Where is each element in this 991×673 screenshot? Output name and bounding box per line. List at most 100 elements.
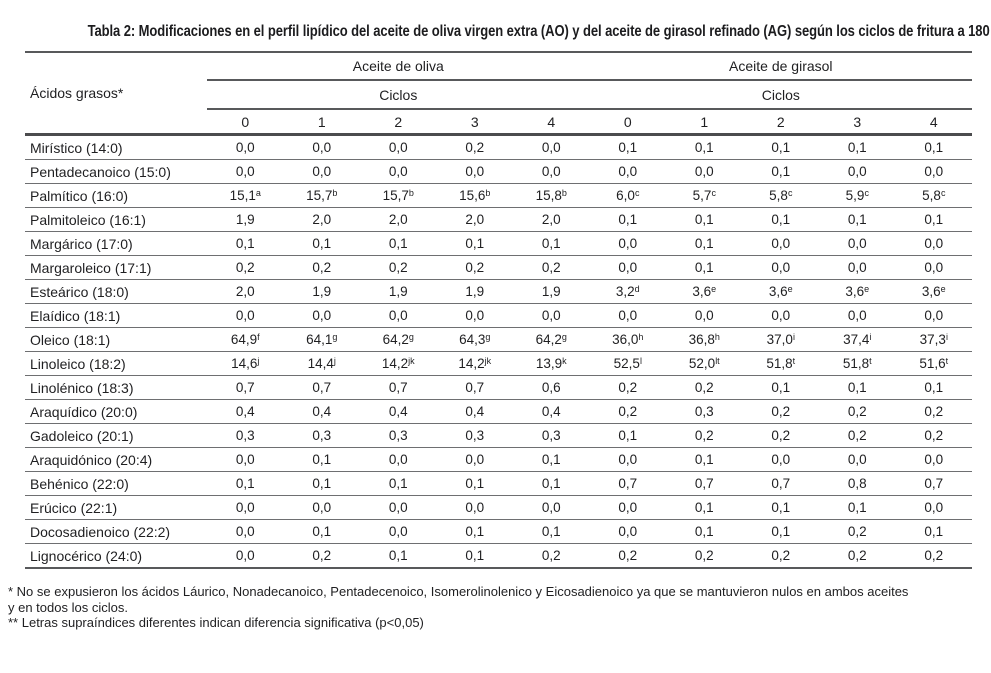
oil-group-header-oliva: Aceite de oliva: [207, 52, 590, 81]
table-row: Linolénico (18:3) 0,7 0,7 0,7 0,7 0,6 0,2 0,2 0,…: [25, 375, 973, 400]
table-cell: 15,1a: [207, 183, 284, 208]
table-cell: 0,7: [589, 471, 667, 496]
row-label: Palmitoleico (16:1): [25, 207, 207, 232]
table-cell: 0,7: [360, 375, 437, 400]
table-cell: 0,3: [666, 399, 743, 424]
table-cell: 37,4i: [819, 327, 896, 352]
table-cell: 0,0: [589, 159, 667, 184]
cycle-number-header: 0: [589, 109, 667, 136]
table-cell: 2,0: [360, 207, 437, 232]
table-cell: 0,0: [283, 134, 360, 160]
cycle-number-header: 4: [895, 109, 973, 136]
table-cell: 0,2: [895, 423, 973, 448]
table-cell: 1,9: [513, 279, 590, 304]
oil-group-header-row: Ácidos grasos* Aceite de oliva Aceite de…: [25, 52, 973, 136]
cycle-number-header: 1: [283, 109, 360, 136]
table-cell: 0,1: [666, 134, 743, 160]
table-cell: 64,2g: [360, 327, 437, 352]
cycle-number-header: 1: [666, 109, 743, 136]
table-cell: 0,0: [895, 447, 973, 472]
table-cell: 0,1: [589, 207, 667, 232]
table-cell: 0,3: [436, 423, 513, 448]
table-cell: 0,0: [666, 159, 743, 184]
table-cell: 0,1: [895, 134, 973, 160]
table-cell: 0,0: [895, 495, 973, 520]
table-cell: 15,6b: [436, 183, 513, 208]
table-cell: 0,0: [235, 548, 255, 563]
table-cell: 0,0: [819, 231, 896, 256]
table-cell: 0,0: [436, 495, 513, 520]
table-cell: 0,7: [436, 375, 513, 400]
table-cell: 0,0: [207, 134, 284, 160]
table-cell: 0,0: [360, 519, 437, 544]
table-cell: 0,0: [360, 303, 437, 328]
lipid-profile-table: Ácidos grasos* Aceite de oliva Aceite de…: [25, 51, 973, 569]
table-cell: 52,0lt: [666, 351, 743, 376]
table-row: Margárico (17:0) 0,1 0,1 0,1 0,1 0,1 0,0 0,1 0,0…: [25, 231, 973, 256]
table-cell: 0,0: [895, 303, 973, 328]
table-cell: 0,1: [513, 471, 590, 496]
table-cell: 0,2: [436, 255, 513, 280]
table-cell: 0,1: [207, 471, 284, 496]
table-cell: 1,9: [436, 279, 513, 304]
row-label: Palmítico (16:0): [25, 183, 207, 208]
table-cell: 0,2: [541, 548, 561, 563]
table-cell: 0,1: [283, 231, 360, 256]
cycle-number-header: 2: [742, 109, 820, 136]
table-cell: 1,9: [283, 279, 360, 304]
table-cell: 37,0i: [742, 327, 820, 352]
table-cell: 0,7: [283, 375, 360, 400]
table-cell: 0,0: [742, 231, 820, 256]
table-cell: 0,1: [465, 548, 485, 563]
table-cell: 0,1: [742, 495, 820, 520]
table-cell: 0,4: [513, 399, 590, 424]
table-cell: 0,0: [742, 447, 820, 472]
table-cell: 0,2: [847, 548, 867, 563]
footnote-line: y en todos los ciclos.: [8, 599, 128, 615]
table-cell: 3,6e: [742, 279, 820, 304]
table-cell: 0,1: [742, 519, 820, 544]
table-cell: 0,2: [618, 548, 638, 563]
table-cell: 0,2: [666, 423, 743, 448]
row-label: Araquidónico (20:4): [25, 447, 207, 472]
row-label: Oleico (18:1): [25, 327, 207, 352]
row-label: Behénico (22:0): [25, 471, 207, 496]
table-cell: 0,1: [742, 134, 820, 160]
table-cell: 0,1: [436, 519, 513, 544]
table-cell: 3,6e: [895, 279, 973, 304]
table-cell: 52,5l: [589, 351, 667, 376]
table-cell: 0,0: [666, 303, 743, 328]
table-cell: 15,8b: [513, 183, 590, 208]
table-cell: 0,1: [360, 231, 437, 256]
row-label: Elaídico (18:1): [25, 303, 207, 328]
table-cell: 14,2jk: [436, 351, 513, 376]
table-cell: 0,2: [666, 375, 743, 400]
table-cell: 0,1: [436, 471, 513, 496]
table-cell: 6,0c: [589, 183, 667, 208]
table-cell: 0,1: [742, 159, 820, 184]
table-cell: 0,0: [360, 447, 437, 472]
table-cell: 0,2: [819, 519, 896, 544]
table-row: Pentadecanoico (15:0) 0,0 0,0 0,0 0,0 0,0 0,0 0…: [25, 159, 973, 184]
table-cell: 2,0: [207, 279, 284, 304]
table-cell: 0,2: [589, 375, 667, 400]
table-cell: 0,0: [360, 134, 437, 160]
table-cell: 0,4: [283, 399, 360, 424]
table-cell: 0,0: [742, 303, 820, 328]
table-cell: 2,0: [513, 207, 590, 232]
table-cell: 36,8h: [666, 327, 743, 352]
table-row: Esteárico (18:0) 2,0 1,9 1,9 1,9 1,9 3,2d 3,6e 3…: [25, 279, 973, 304]
table-body: Mirístico (14:0) 0,0 0,0 0,0 0,2 0,0 0,1 0,1 0,1…: [25, 134, 973, 569]
row-label: Margaroleico (17:1): [25, 255, 207, 280]
row-label: Araquídico (20:0): [25, 399, 207, 424]
table-cell: 0,2: [819, 399, 896, 424]
table-cell: 0,2: [312, 548, 332, 563]
cycle-number-header: 2: [360, 109, 437, 136]
table-cell: 36,0h: [589, 327, 667, 352]
table-cell: 0,1: [819, 134, 896, 160]
table-cell: 0,2: [742, 423, 820, 448]
table-cell: 64,3g: [436, 327, 513, 352]
table-cell: 5,8c: [742, 183, 820, 208]
row-label: Linolénico (18:3): [25, 375, 207, 400]
